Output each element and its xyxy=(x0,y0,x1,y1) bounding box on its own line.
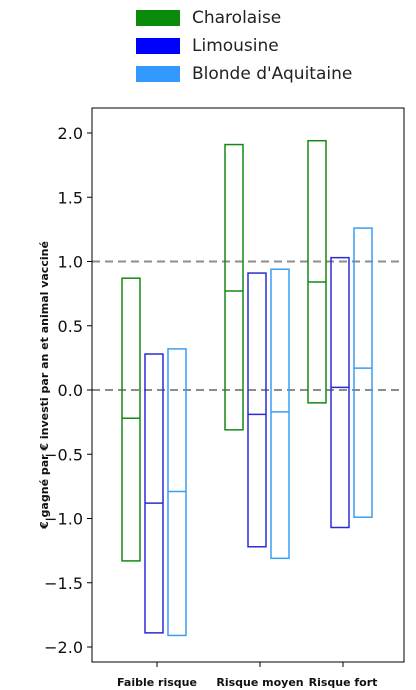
y-tick-label: 0.5 xyxy=(58,317,83,336)
legend: Charolaise Limousine Blonde d'Aquitaine xyxy=(136,2,416,90)
legend-item-charolaise: Charolaise xyxy=(136,8,281,28)
box-2-1 xyxy=(144,353,164,634)
y-tick-label: 1.0 xyxy=(58,253,83,272)
box-1-2 xyxy=(224,143,244,431)
plot-frame xyxy=(91,107,405,663)
legend-label-charolaise: Charolaise xyxy=(192,8,282,28)
legend-swatch-blonde-aquitaine xyxy=(136,66,180,82)
x-category-label: Risque moyen xyxy=(216,676,303,689)
y-tick-label: 1.5 xyxy=(58,188,83,207)
legend-label-blonde-aquitaine: Blonde d'Aquitaine xyxy=(192,64,353,84)
y-tick-label: 0.0 xyxy=(58,381,83,400)
x-axis-categories: Faible risque Risque moyen Risque fort xyxy=(117,662,377,689)
box-2-3 xyxy=(330,256,350,529)
y-tick-label: 2.0 xyxy=(58,124,83,143)
y-axis-ticks: 2.0 1.5 1.0 0.5 0.0 −0.5 −1.0 −1.5 −2.0 xyxy=(44,124,92,657)
legend-swatch-limousine xyxy=(136,38,180,54)
y-tick-label: −1.5 xyxy=(44,574,83,593)
box-3-2 xyxy=(270,268,290,560)
marks-layer xyxy=(121,139,373,637)
legend-label-limousine: Limousine xyxy=(192,36,279,56)
box-1-1 xyxy=(121,277,141,562)
legend-item-limousine: Limousine xyxy=(136,36,279,56)
y-axis-label: € gagné par € investi par an et animal v… xyxy=(38,241,51,530)
y-tick-label: −0.5 xyxy=(44,445,83,464)
y-tick-label: −1.0 xyxy=(44,510,83,529)
box-1-3 xyxy=(307,139,327,404)
legend-swatch-charolaise xyxy=(136,10,180,26)
x-category-label: Faible risque xyxy=(117,676,197,689)
box-3-3 xyxy=(353,227,373,518)
x-category-label: Risque fort xyxy=(309,676,378,689)
box-2-2 xyxy=(247,272,267,548)
y-tick-label: −2.0 xyxy=(44,638,83,657)
legend-item-blonde-aquitaine: Blonde d'Aquitaine xyxy=(136,64,352,84)
